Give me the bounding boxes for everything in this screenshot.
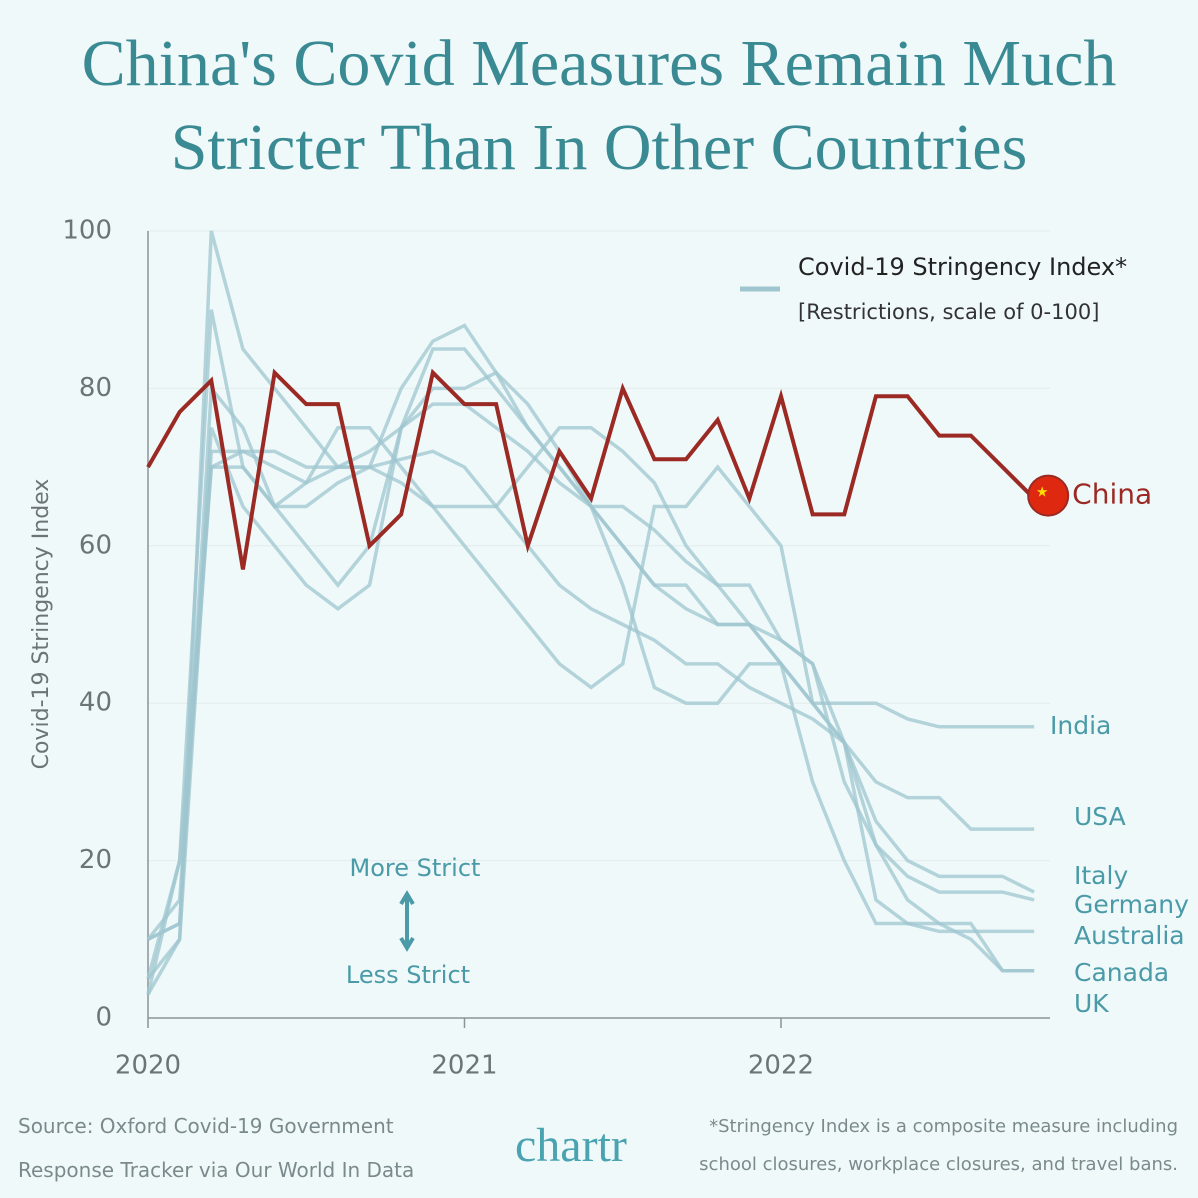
series-label: Canada — [1074, 958, 1169, 987]
series-line — [146, 309, 1035, 980]
series-line — [146, 368, 1036, 570]
series-line — [146, 426, 1035, 941]
y-axis-label: Covid-19 Stringency Index — [29, 479, 54, 770]
series-label: Australia — [1074, 921, 1185, 950]
series-line — [146, 449, 1035, 996]
series-label: UK — [1074, 989, 1109, 1018]
y-tick-label: 60 — [79, 530, 112, 560]
x-tick-label: 2021 — [431, 1051, 497, 1081]
x-tick-label: 2020 — [115, 1051, 181, 1081]
annotation: More Strict — [350, 854, 481, 882]
x-tick-label: 2022 — [748, 1051, 814, 1081]
y-tick-label: 20 — [79, 845, 112, 875]
y-tick-label: 80 — [79, 373, 112, 403]
chart-title: China's Covid Measures Remain Much Stric… — [81, 27, 1117, 184]
y-tick-label: 40 — [79, 688, 112, 718]
footnote: *Stringency Index is a composite measure… — [699, 1116, 1178, 1175]
logo: chartr — [515, 1119, 627, 1172]
arrow — [399, 890, 415, 952]
legend-subtitle: [Restrictions, scale of 0-100] — [798, 300, 1099, 324]
series-line — [147, 323, 1035, 973]
y-tick-label: 0 — [95, 1003, 112, 1033]
flag-star: ★ — [1036, 485, 1049, 501]
source: Source: Oxford Covid-19 Government Respo… — [18, 1114, 415, 1182]
series-label: Germany — [1074, 890, 1189, 919]
series-label: Italy — [1074, 861, 1128, 890]
annotation: Less Strict — [346, 961, 470, 989]
y-tick-label: 100 — [62, 216, 112, 246]
flag-marker — [1027, 474, 1070, 517]
legend-title: Covid-19 Stringency Index* — [798, 253, 1127, 281]
series-line — [146, 230, 1035, 980]
series-label: China — [1072, 478, 1152, 511]
series-label: India — [1050, 711, 1111, 740]
series-label: USA — [1074, 802, 1126, 831]
